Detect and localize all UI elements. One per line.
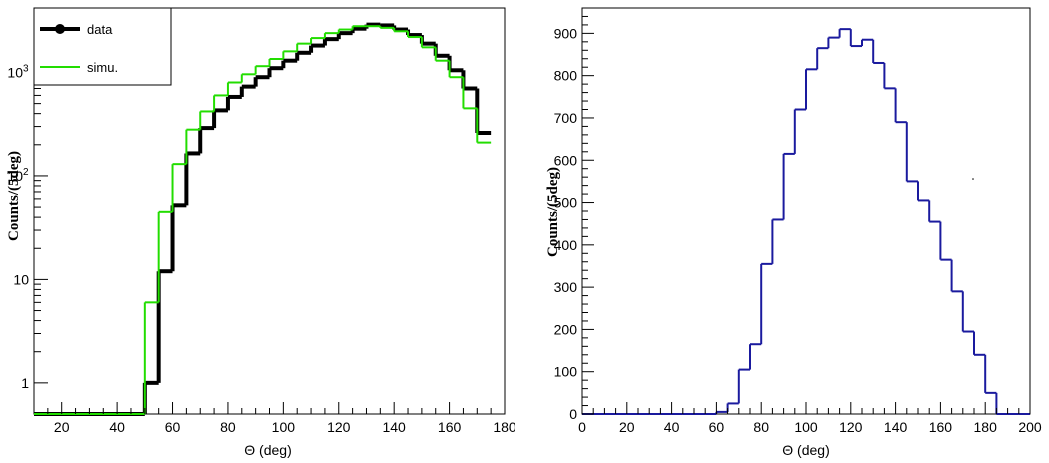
x-tick-label: 100 xyxy=(794,419,818,435)
y-tick-label: 300 xyxy=(554,279,578,295)
x-tick-label: 80 xyxy=(220,419,236,435)
chart-linear-scale: 0 20 40 60 80 100 120 140 160 180 200 0 100 200 300 40… xyxy=(545,7,1042,458)
legend-box xyxy=(33,7,172,86)
x-tick-label: 0 xyxy=(578,419,586,435)
x-tick-label: 40 xyxy=(664,419,680,435)
x-tick-label: 200 xyxy=(1018,419,1042,435)
x-tick-label: 120 xyxy=(327,419,351,435)
x-tick-label: 20 xyxy=(619,419,635,435)
y-tick-label: 100 xyxy=(554,364,578,380)
y-tick-label: 0 xyxy=(569,406,577,422)
x-tick-label: 140 xyxy=(884,419,908,435)
x-tick-label: 180 xyxy=(974,419,998,435)
x-tick-label: 100 xyxy=(272,419,296,435)
y-tick-label: 400 xyxy=(554,237,578,253)
y-axis-label: Counts/(5deg) xyxy=(545,167,561,257)
legend: data simu. xyxy=(33,7,172,86)
x-tick-label: 40 xyxy=(109,419,125,435)
y-tick-label: 800 xyxy=(554,68,578,84)
series-histogram xyxy=(582,28,1030,415)
x-tick-label: 20 xyxy=(54,419,70,435)
stray-dot xyxy=(972,178,974,180)
y-tick-label: 1 xyxy=(21,375,29,391)
x-axis-label: Θ (deg) xyxy=(782,442,829,458)
y-tick-label: 600 xyxy=(554,152,578,168)
x-tick-label: 140 xyxy=(382,419,406,435)
x-tick-label: 160 xyxy=(929,419,953,435)
x-tick-label: 60 xyxy=(709,419,725,435)
series-simu xyxy=(34,25,492,415)
y-tick-label: 10 xyxy=(13,271,29,287)
x-axis-label: Θ (deg) xyxy=(244,442,291,458)
legend-marker-data xyxy=(55,24,65,34)
y-tick-label: 900 xyxy=(554,25,578,41)
x-tick-label: 160 xyxy=(438,419,462,435)
legend-label-simu: simu. xyxy=(87,60,118,75)
y-tick-label: 103 xyxy=(7,63,29,80)
y-tick-label: 200 xyxy=(554,321,578,337)
y-axis-label: Counts/(5deg) xyxy=(6,151,22,241)
y-tick-label: 500 xyxy=(554,195,578,211)
legend-label-data: data xyxy=(87,22,113,37)
x-tick-label: 180 xyxy=(493,419,515,435)
x-tick-label: 60 xyxy=(165,419,181,435)
x-tick-label: 80 xyxy=(753,419,769,435)
y-tick-label: 700 xyxy=(554,110,578,126)
x-tick-label: 120 xyxy=(839,419,863,435)
